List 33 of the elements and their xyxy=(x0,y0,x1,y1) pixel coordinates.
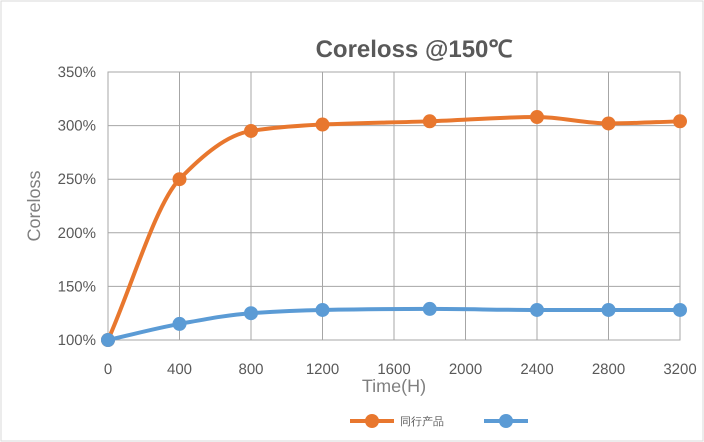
y-tick-label: 200% xyxy=(58,224,96,242)
y-tick-label: 250% xyxy=(58,171,96,188)
x-tick-label: 1600 xyxy=(377,361,411,378)
point xyxy=(530,110,544,124)
point xyxy=(673,302,687,317)
point xyxy=(244,306,258,320)
point xyxy=(172,172,186,186)
x-tick-label: 800 xyxy=(238,361,264,378)
y-tick-label: 100% xyxy=(58,332,96,349)
point xyxy=(244,124,258,138)
chart-title: Coreloss @150℃ xyxy=(316,36,512,63)
point xyxy=(316,302,330,317)
point xyxy=(316,118,330,132)
point xyxy=(602,116,616,130)
point xyxy=(422,302,437,316)
y-tick-label: 300% xyxy=(58,118,96,135)
x-tick-label: 2000 xyxy=(448,361,482,378)
x-tick-label: 2400 xyxy=(520,361,554,378)
x-tick-label: 1200 xyxy=(306,361,340,378)
point xyxy=(602,302,616,317)
legend-label: 同行产品 xyxy=(400,415,444,428)
point xyxy=(422,114,437,128)
x-tick-label: 3200 xyxy=(663,361,697,378)
y-tick-label: 350% xyxy=(58,64,96,81)
point xyxy=(172,316,186,331)
x-tick-label: 400 xyxy=(166,361,192,378)
y-tick-label: 150% xyxy=(58,278,96,296)
y-axis-title: Coreloss xyxy=(24,170,44,242)
point xyxy=(530,302,544,317)
point xyxy=(673,114,687,128)
x-axis-title: Time(H) xyxy=(362,376,426,396)
x-tick-label: 2800 xyxy=(592,361,626,378)
x-tick-label: 0 xyxy=(104,361,112,378)
